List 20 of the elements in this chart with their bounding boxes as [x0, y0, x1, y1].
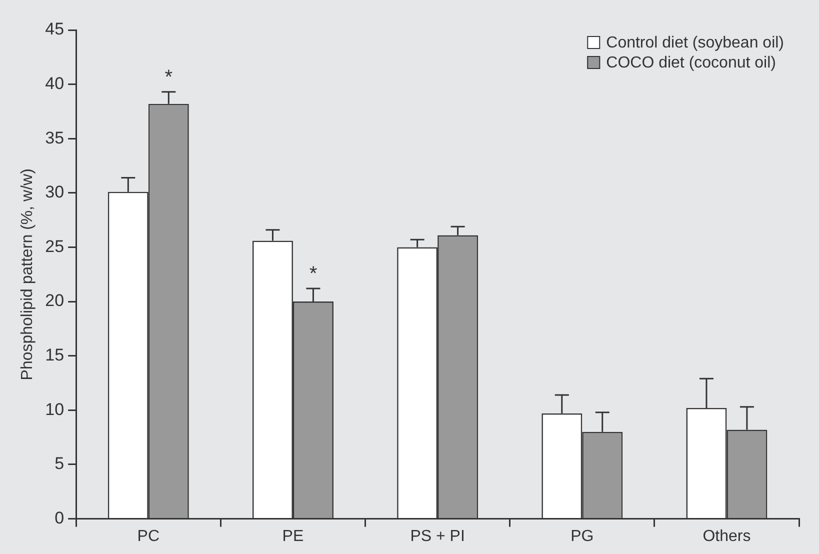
y-tick-label: 0: [54, 508, 64, 528]
x-tick-label: Others: [702, 528, 751, 545]
x-tick-label: PS + PI: [410, 528, 465, 545]
legend-label: Control diet (soybean oil): [606, 34, 784, 52]
y-tick-label: 40: [45, 74, 64, 93]
y-tick-label: 10: [45, 400, 64, 419]
legend-label: COCO diet (coconut oil): [606, 54, 776, 72]
y-axis-title: Phospholipid pattern (%, w/w): [19, 168, 36, 380]
x-tick-label: PC: [137, 528, 160, 545]
y-tick-label: 45: [45, 20, 64, 39]
x-tick-label: PE: [282, 528, 304, 545]
y-tick-label: 30: [45, 182, 64, 202]
y-tick-label: 5: [54, 454, 64, 474]
y-tick-label: 35: [45, 128, 64, 148]
x-tick-label: PG: [570, 528, 594, 545]
y-tick-label: 20: [45, 291, 64, 310]
annotation: *: [309, 263, 318, 286]
y-tick-label: 15: [45, 346, 64, 365]
annotation: *: [164, 66, 173, 88]
y-tick-label: 25: [45, 236, 64, 256]
